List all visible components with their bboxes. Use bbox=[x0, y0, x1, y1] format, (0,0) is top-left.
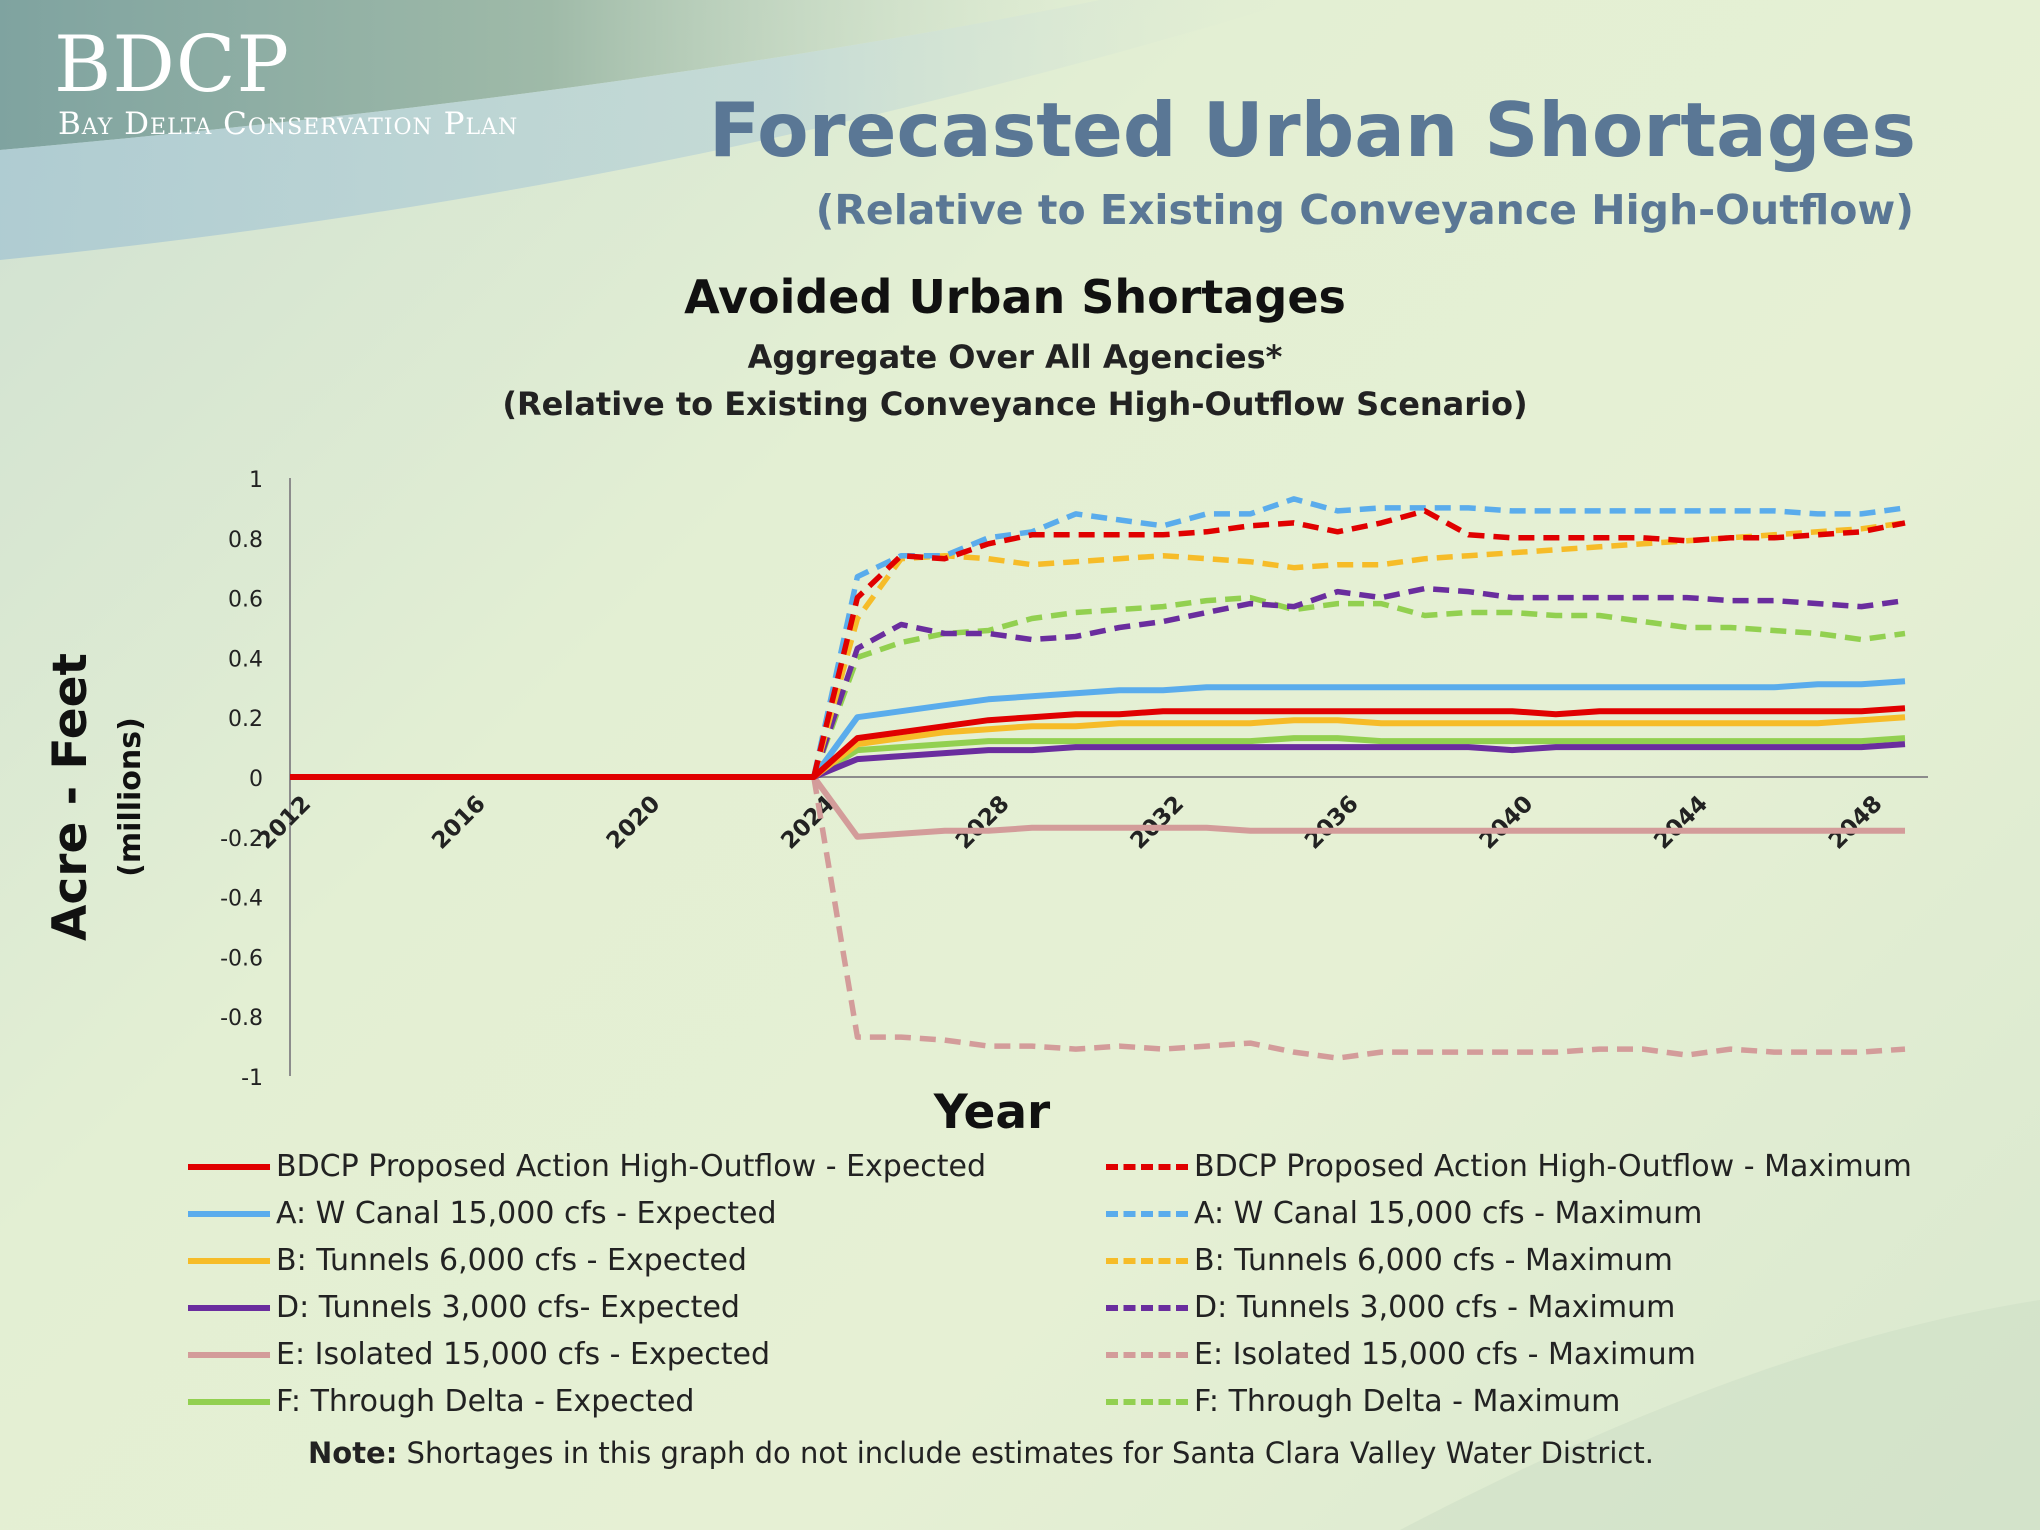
legend-item: F: Through Delta - Expected bbox=[188, 1378, 1106, 1425]
x-tick-label: 2048 bbox=[1824, 791, 1888, 855]
series-line-maximum bbox=[290, 520, 1906, 780]
legend-label: A: W Canal 15,000 cfs - Maximum bbox=[1194, 1196, 1703, 1231]
legend-swatch bbox=[1106, 1257, 1188, 1264]
series-line-maximum bbox=[290, 594, 1906, 780]
logo: BDCP bbox=[54, 20, 291, 110]
legend-item: D: Tunnels 3,000 cfs- Expected bbox=[188, 1284, 1106, 1331]
chart-title: Avoided Urban Shortages bbox=[684, 270, 1346, 324]
legend-label: BDCP Proposed Action High-Outflow - Expe… bbox=[276, 1149, 987, 1184]
series-line-expected bbox=[290, 705, 1906, 780]
series-lines bbox=[290, 496, 1906, 1061]
y-tick-label: -1 bbox=[241, 1066, 263, 1091]
y-axis-unit: (millions) bbox=[113, 717, 148, 877]
legend-label: E: Isolated 15,000 cfs - Expected bbox=[276, 1337, 771, 1372]
y-tick-label: 1 bbox=[249, 468, 263, 493]
x-tick-label: 2016 bbox=[427, 791, 491, 855]
x-tick-label: 2036 bbox=[1300, 791, 1364, 855]
page-subtitle: (Relative to Existing Conveyance High-Ou… bbox=[815, 186, 1914, 234]
series-line-expected bbox=[290, 678, 1906, 780]
x-tick-label: 2032 bbox=[1126, 791, 1190, 855]
legend-label: BDCP Proposed Action High-Outflow - Maxi… bbox=[1194, 1149, 1912, 1184]
series-line-expected bbox=[290, 741, 1906, 780]
chart-subtitle: Aggregate Over All Agencies* bbox=[747, 338, 1283, 376]
legend-swatch bbox=[188, 1210, 270, 1217]
legend-swatch bbox=[1106, 1163, 1188, 1170]
note-label: Note: bbox=[308, 1436, 398, 1470]
y-tick-label: -0.4 bbox=[220, 887, 263, 912]
x-axis-title: Year bbox=[933, 1085, 1051, 1140]
legend-swatch bbox=[188, 1257, 270, 1264]
legend-item: A: W Canal 15,000 cfs - Expected bbox=[188, 1190, 1106, 1237]
legend-item: F: Through Delta - Maximum bbox=[1106, 1378, 1908, 1425]
y-tick-label: 0 bbox=[249, 767, 263, 792]
legend-label: E: Isolated 15,000 cfs - Maximum bbox=[1194, 1337, 1696, 1372]
legend-swatch bbox=[188, 1351, 270, 1358]
series-line-expected bbox=[290, 774, 1905, 840]
y-tick-label: 0.4 bbox=[228, 647, 263, 672]
note-text: Shortages in this graph do not include e… bbox=[397, 1436, 1654, 1470]
series-line-maximum bbox=[290, 774, 1906, 1061]
legend: BDCP Proposed Action High-Outflow - Expe… bbox=[188, 1143, 1912, 1425]
legend-label: B: Tunnels 6,000 cfs - Expected bbox=[276, 1243, 747, 1278]
legend-item: BDCP Proposed Action High-Outflow - Maxi… bbox=[1106, 1143, 1912, 1190]
x-tick-label: 2020 bbox=[602, 791, 666, 855]
legend-label: D: Tunnels 3,000 cfs- Expected bbox=[276, 1290, 740, 1325]
legend-swatch bbox=[1106, 1398, 1188, 1405]
y-tick-label: 0.2 bbox=[228, 707, 263, 732]
page-title: Forecasted Urban Shortages bbox=[708, 86, 1916, 174]
x-tick-labels: 2012 2016 2020 2024 2028 2032 2036 2040 2044 2048 bbox=[253, 791, 1888, 855]
y-tick-label: -0.8 bbox=[220, 1006, 263, 1031]
x-tick-label: 2028 bbox=[951, 791, 1015, 855]
legend-swatch bbox=[188, 1163, 270, 1170]
legend-swatch bbox=[1106, 1351, 1188, 1358]
legend-item: B: Tunnels 6,000 cfs - Expected bbox=[188, 1237, 1106, 1284]
legend-item: E: Isolated 15,000 cfs - Maximum bbox=[1106, 1331, 1908, 1378]
x-tick-label: 2040 bbox=[1475, 791, 1539, 855]
legend-item: B: Tunnels 6,000 cfs - Maximum bbox=[1106, 1237, 1908, 1284]
legend-item: BDCP Proposed Action High-Outflow - Expe… bbox=[188, 1143, 1106, 1190]
x-tick-label: 2044 bbox=[1649, 791, 1713, 855]
y-axis-title-group: Acre - Feet (millions) bbox=[43, 653, 148, 941]
y-axis-title: Acre - Feet bbox=[43, 653, 98, 941]
series-line-maximum bbox=[290, 496, 1906, 780]
chart-subtitle-scenario: (Relative to Existing Conveyance High-Ou… bbox=[502, 385, 1528, 423]
legend-item: D: Tunnels 3,000 cfs - Maximum bbox=[1106, 1284, 1908, 1331]
legend-swatch bbox=[1106, 1304, 1188, 1311]
y-tick-labels: 1 0.8 0.6 0.4 0.2 0 -0.2 -0.4 -0.6 -0.8 -1 bbox=[220, 468, 263, 1091]
y-tick-label: -0.2 bbox=[220, 827, 263, 852]
footnote: Note: Shortages in this graph do not inc… bbox=[308, 1436, 1654, 1470]
legend-swatch bbox=[188, 1398, 270, 1405]
x-tick-label: 2012 bbox=[253, 791, 317, 855]
y-tick-label: -0.6 bbox=[220, 946, 263, 971]
legend-label: A: W Canal 15,000 cfs - Expected bbox=[276, 1196, 777, 1231]
legend-item: A: W Canal 15,000 cfs - Maximum bbox=[1106, 1190, 1908, 1237]
legend-label: D: Tunnels 3,000 cfs - Maximum bbox=[1194, 1290, 1676, 1325]
y-tick-label: 0.6 bbox=[228, 588, 263, 613]
legend-label: F: Through Delta - Expected bbox=[276, 1384, 695, 1419]
series-line-maximum bbox=[290, 585, 1906, 780]
legend-label: F: Through Delta - Maximum bbox=[1194, 1384, 1621, 1419]
logo-subtitle: Bay Delta Conservation Plan bbox=[58, 106, 519, 142]
series-line-expected bbox=[290, 735, 1906, 780]
legend-item: E: Isolated 15,000 cfs - Expected bbox=[188, 1331, 1106, 1378]
legend-swatch bbox=[188, 1304, 270, 1311]
legend-swatch bbox=[1106, 1210, 1188, 1217]
y-tick-label: 0.8 bbox=[228, 528, 263, 553]
series-line-maximum bbox=[290, 508, 1906, 780]
legend-label: B: Tunnels 6,000 cfs - Maximum bbox=[1194, 1243, 1673, 1278]
